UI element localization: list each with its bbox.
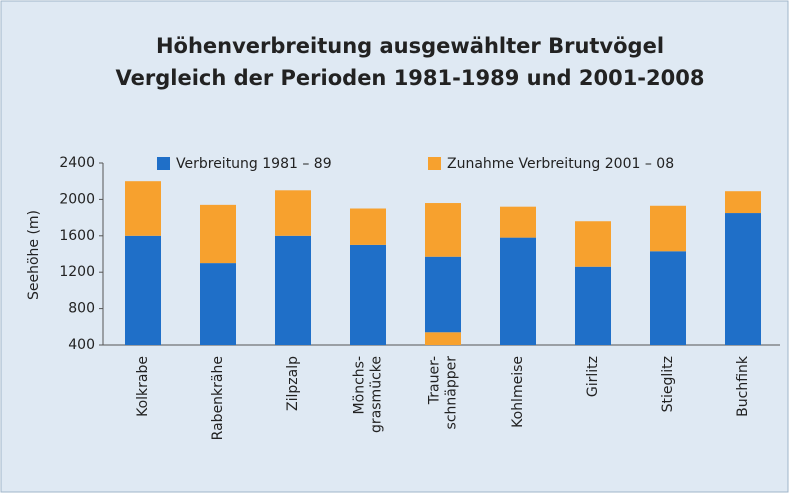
bar-segment <box>500 237 536 345</box>
legend-label: Verbreitung 1981 – 89 <box>176 156 332 172</box>
bar-segment <box>650 251 686 345</box>
y-axis-label: Seehöhe (m) <box>26 210 42 300</box>
bar-segment <box>200 204 236 264</box>
bar-segment <box>575 266 611 345</box>
bar-segment <box>200 263 236 345</box>
x-tick-label: Mönchs-grasmücke <box>352 356 385 433</box>
bar-segment <box>125 235 161 345</box>
legend-swatch <box>428 157 441 170</box>
x-tick-label: Zilpzalp <box>285 356 301 411</box>
y-tick-label: 2000 <box>59 191 95 207</box>
x-tick-label: Kohlmeise <box>510 356 526 428</box>
chart-title: Vergleich der Perioden 1981-1989 und 200… <box>116 66 705 90</box>
bar-segment <box>125 181 161 236</box>
bar-segment <box>650 205 686 252</box>
x-tick-label: Stieglitz <box>660 356 676 412</box>
y-tick-label: 2400 <box>59 155 95 171</box>
bar-segment <box>425 203 461 257</box>
y-tick-label: 400 <box>68 337 95 353</box>
x-tick-label: Rabenkrähe <box>210 356 226 440</box>
bar-segment <box>500 206 536 238</box>
x-tick-label: Kolkrabe <box>135 356 151 417</box>
legend-label: Zunahme Verbreitung 2001 – 08 <box>447 156 674 172</box>
chart-title: Höhenverbreitung ausgewählter Brutvögel <box>156 34 664 58</box>
x-tick-label: Trauer-schnäpper <box>427 356 460 430</box>
y-tick-label: 1600 <box>59 228 95 244</box>
x-tick-label: Girlitz <box>585 356 601 397</box>
bar-segment <box>725 191 761 214</box>
bar-segment <box>575 221 611 267</box>
bar-segment <box>425 332 461 345</box>
bar-segment <box>275 235 311 345</box>
x-tick-label: Buchfink <box>735 355 751 417</box>
y-tick-label: 800 <box>68 301 95 317</box>
bar-segment <box>275 190 311 236</box>
bar-segment <box>725 213 761 345</box>
bar-segment <box>350 244 386 345</box>
legend-swatch <box>157 157 170 170</box>
bar-segment <box>425 256 461 333</box>
y-tick-label: 1200 <box>59 264 95 280</box>
bar-segment <box>350 208 386 245</box>
